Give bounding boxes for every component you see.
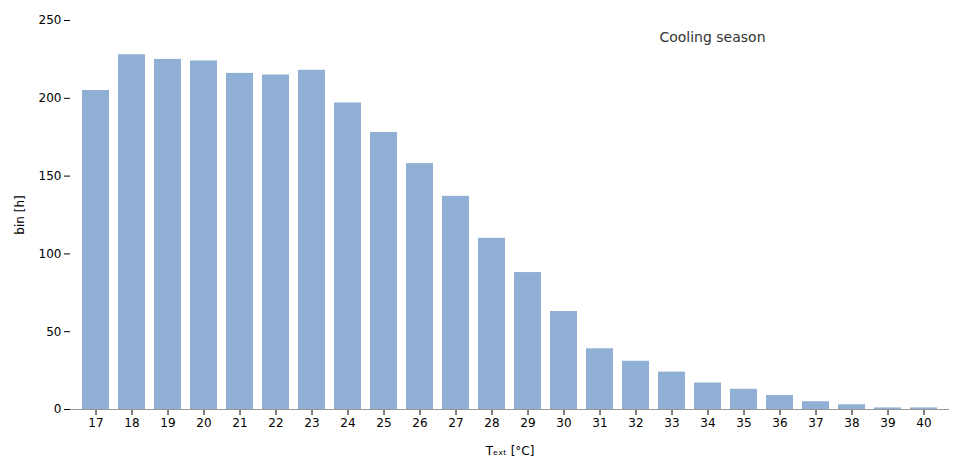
svg-text:20: 20	[196, 416, 211, 430]
svg-text:22: 22	[268, 416, 283, 430]
svg-text:30: 30	[556, 416, 571, 430]
svg-text:Tₑₓₜ [°C]: Tₑₓₜ [°C]	[485, 444, 535, 458]
svg-text:27: 27	[448, 416, 463, 430]
svg-text:39: 39	[880, 416, 895, 430]
svg-text:40: 40	[916, 416, 931, 430]
svg-text:33: 33	[664, 416, 679, 430]
svg-text:31: 31	[592, 416, 607, 430]
svg-text:38: 38	[844, 416, 859, 430]
svg-text:150: 150	[39, 169, 62, 183]
svg-text:Cooling season: Cooling season	[659, 29, 765, 45]
svg-text:100: 100	[39, 247, 62, 261]
svg-text:26: 26	[412, 416, 427, 430]
svg-text:21: 21	[232, 416, 247, 430]
svg-text:0: 0	[54, 402, 62, 416]
svg-text:24: 24	[340, 416, 355, 430]
svg-text:18: 18	[124, 416, 139, 430]
svg-text:50: 50	[46, 325, 61, 339]
svg-text:250: 250	[39, 13, 62, 27]
svg-text:37: 37	[808, 416, 823, 430]
svg-text:17: 17	[88, 416, 103, 430]
svg-text:34: 34	[700, 416, 715, 430]
svg-text:200: 200	[39, 91, 62, 105]
svg-text:36: 36	[772, 416, 787, 430]
svg-text:29: 29	[520, 416, 535, 430]
svg-text:32: 32	[628, 416, 643, 430]
svg-text:35: 35	[736, 416, 751, 430]
svg-text:23: 23	[304, 416, 319, 430]
svg-text:bin [h]: bin [h]	[13, 195, 27, 234]
svg-text:25: 25	[376, 416, 391, 430]
svg-text:19: 19	[160, 416, 175, 430]
svg-text:28: 28	[484, 416, 499, 430]
